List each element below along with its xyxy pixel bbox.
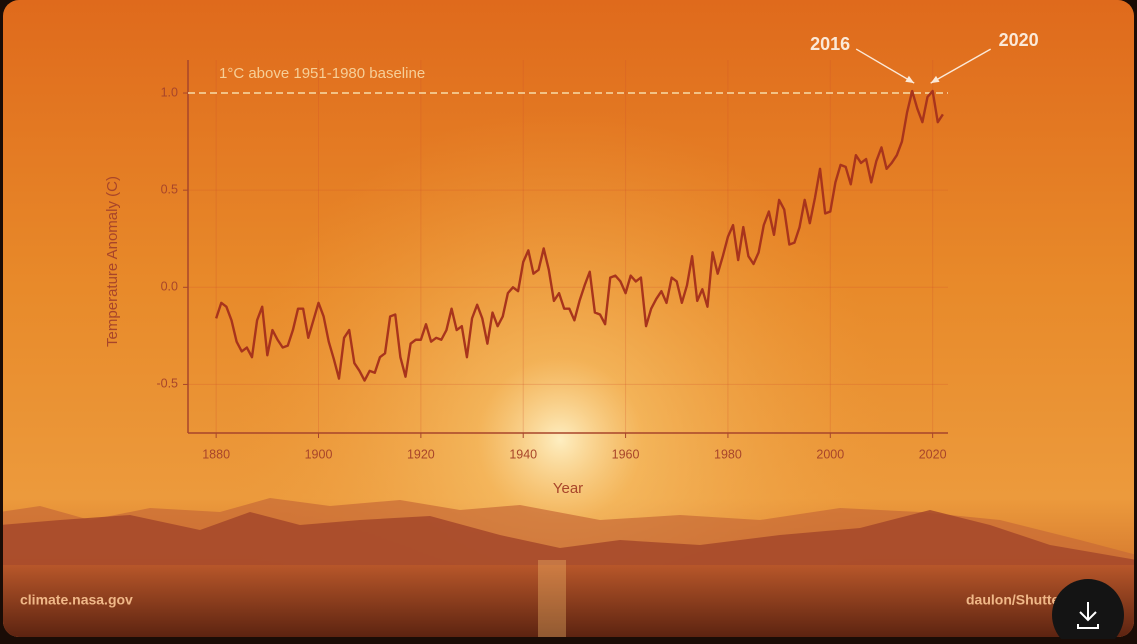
- y-tick-label: 0.0: [161, 280, 178, 294]
- annotation-arrowhead: [905, 75, 915, 84]
- y-tick-label: -0.5: [156, 377, 178, 391]
- x-tick-label: 1940: [509, 447, 537, 461]
- annotation-label: 2020: [999, 30, 1039, 50]
- download-icon[interactable]: [1077, 602, 1099, 629]
- x-tick-label: 1960: [612, 447, 640, 461]
- x-axis-title: Year: [553, 480, 583, 497]
- y-tick-label: 0.5: [161, 182, 178, 196]
- y-axis-title: Temperature Anomaly (C): [104, 176, 121, 347]
- annotation-arrow: [855, 48, 915, 84]
- x-tick-label: 2020: [919, 447, 947, 461]
- y-tick-label: 1.0: [161, 85, 178, 99]
- source-credit: climate.nasa.gov: [20, 592, 133, 608]
- annotation-arrowhead: [930, 75, 940, 84]
- x-tick-label: 1920: [407, 447, 435, 461]
- annotation-label: 2016: [810, 34, 850, 54]
- x-tick-label: 1880: [202, 447, 230, 461]
- temperature-line: [215, 89, 944, 382]
- reference-label: 1°C above 1951-1980 baseline: [219, 65, 425, 82]
- plot-area: -0.5 0.0 0.5 1.0 1880 1900 1920 1940 1960 1980 200…: [104, 30, 1039, 497]
- x-tick-label: 1900: [305, 447, 333, 461]
- x-tick-label: 1980: [714, 447, 742, 461]
- annotation-arrow: [930, 48, 991, 84]
- x-tick-label: 2000: [816, 447, 844, 461]
- download-button[interactable]: [1052, 579, 1124, 644]
